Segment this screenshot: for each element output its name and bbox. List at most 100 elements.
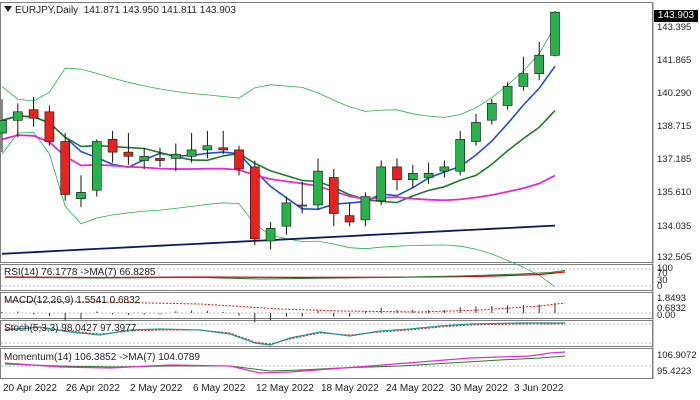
symbol-label: EURJPY,Daily (15, 5, 79, 16)
candle[interactable] (202, 130, 213, 159)
price-tick: 132.505 (657, 252, 692, 263)
time-tick: 24 May 2022 (386, 383, 444, 394)
candle[interactable] (518, 56, 529, 91)
candle-body (376, 166, 387, 202)
price-tick: 134.035 (657, 221, 692, 232)
macd-histogram-bar (333, 313, 335, 317)
candle-body (44, 111, 55, 142)
ma-long-line (1, 224, 556, 255)
price-tick: 143.395 (657, 22, 692, 33)
candle[interactable] (392, 158, 402, 191)
candle-body (471, 122, 481, 142)
chart-header: EURJPY,Daily 141.871 143.950 141.811 143… (4, 5, 236, 16)
macd-histogram-bar (175, 311, 177, 313)
candle-body (328, 177, 339, 214)
time-tick: 3 Jun 2022 (514, 383, 564, 394)
macd-histogram-bar (507, 305, 509, 313)
candles[interactable] (0, 11, 560, 250)
momentum-ma-line (4, 355, 566, 372)
candle-body (297, 204, 308, 207)
candle[interactable] (471, 113, 481, 146)
macd-histogram-bar (64, 313, 66, 321)
candle[interactable] (13, 103, 23, 138)
candle[interactable] (28, 96, 39, 127)
ma-slow-line (1, 134, 556, 202)
macd-histogram-bar (254, 313, 256, 323)
macd-histogram-bar (96, 311, 98, 313)
macd-histogram-bar (127, 313, 129, 315)
candle[interactable] (234, 145, 244, 176)
candle[interactable] (313, 158, 323, 210)
stoch-indicator (1, 322, 652, 346)
candle[interactable] (218, 130, 228, 155)
candle[interactable] (534, 41, 545, 81)
candle-body (344, 215, 355, 223)
candle-body (60, 141, 71, 195)
macd-tick: 0.6832 (657, 303, 687, 314)
candle[interactable] (155, 147, 165, 167)
candle[interactable] (250, 160, 260, 246)
candle[interactable] (297, 181, 308, 214)
candle-body (502, 86, 513, 106)
candle[interactable] (360, 192, 371, 227)
candle[interactable] (550, 11, 560, 57)
rsi-ma-line (4, 271, 566, 279)
time-tick: 6 May 2022 (193, 383, 246, 394)
candle-body (281, 202, 292, 227)
macd-histogram-bar (554, 303, 556, 313)
macd-histogram-bar (238, 313, 240, 316)
macd-histogram-bar (380, 307, 382, 313)
candle-body (171, 153, 181, 159)
candle[interactable] (455, 130, 466, 176)
stoch-title: Stoch(5,3,3) 98.0427 97.3977 (4, 323, 137, 334)
candle-body (234, 149, 244, 170)
macd-histogram-bar (475, 306, 477, 313)
rsi-tick: 70 (657, 268, 668, 279)
candle[interactable] (123, 133, 134, 165)
candle[interactable] (281, 196, 292, 235)
candle[interactable] (423, 162, 434, 184)
candle-body (486, 103, 497, 121)
candle[interactable] (139, 147, 149, 170)
momentum-indicator (1, 351, 652, 374)
candle[interactable] (76, 175, 86, 208)
rsi-indicator (1, 268, 652, 287)
candle-body (123, 151, 134, 157)
candle[interactable] (107, 130, 118, 163)
macd-histogram-bar (1, 312, 3, 313)
candle-body (218, 147, 228, 151)
bollinger-bands (1, 26, 556, 288)
candle[interactable] (0, 99, 7, 153)
bollinger-lower (1, 131, 556, 288)
candle[interactable] (265, 221, 276, 250)
candle[interactable] (92, 139, 102, 197)
macd-histogram-bar (538, 304, 540, 313)
macd-histogram-bar (143, 313, 145, 315)
macd-histogram-bar (191, 310, 193, 313)
candle[interactable] (439, 160, 450, 178)
bollinger-upper (1, 26, 556, 118)
candle[interactable] (486, 99, 497, 125)
candle[interactable] (171, 143, 181, 172)
candle[interactable] (44, 105, 55, 146)
candle[interactable] (186, 133, 197, 163)
candle-body (407, 173, 418, 181)
dropdown-arrow-icon[interactable] (4, 6, 12, 12)
candle[interactable] (502, 82, 513, 110)
candle-body (28, 109, 39, 119)
macd-histogram-bar (222, 311, 224, 313)
time-tick: 18 May 2022 (321, 383, 379, 394)
price-tick: 138.715 (657, 121, 692, 132)
macd-signal-line (4, 300, 566, 313)
rsi-tick: 100 (657, 263, 673, 274)
macd-histogram-bar (33, 313, 35, 315)
candle-body (550, 11, 560, 56)
candle[interactable] (60, 133, 71, 201)
candle[interactable] (344, 202, 355, 227)
momentum-title: Momentum(14) 106.3852 ->MA(7) 104.0789 (4, 352, 200, 363)
macd-histogram-bar (364, 311, 366, 313)
candle[interactable] (328, 169, 339, 227)
candle[interactable] (407, 164, 418, 189)
candle[interactable] (376, 160, 387, 206)
